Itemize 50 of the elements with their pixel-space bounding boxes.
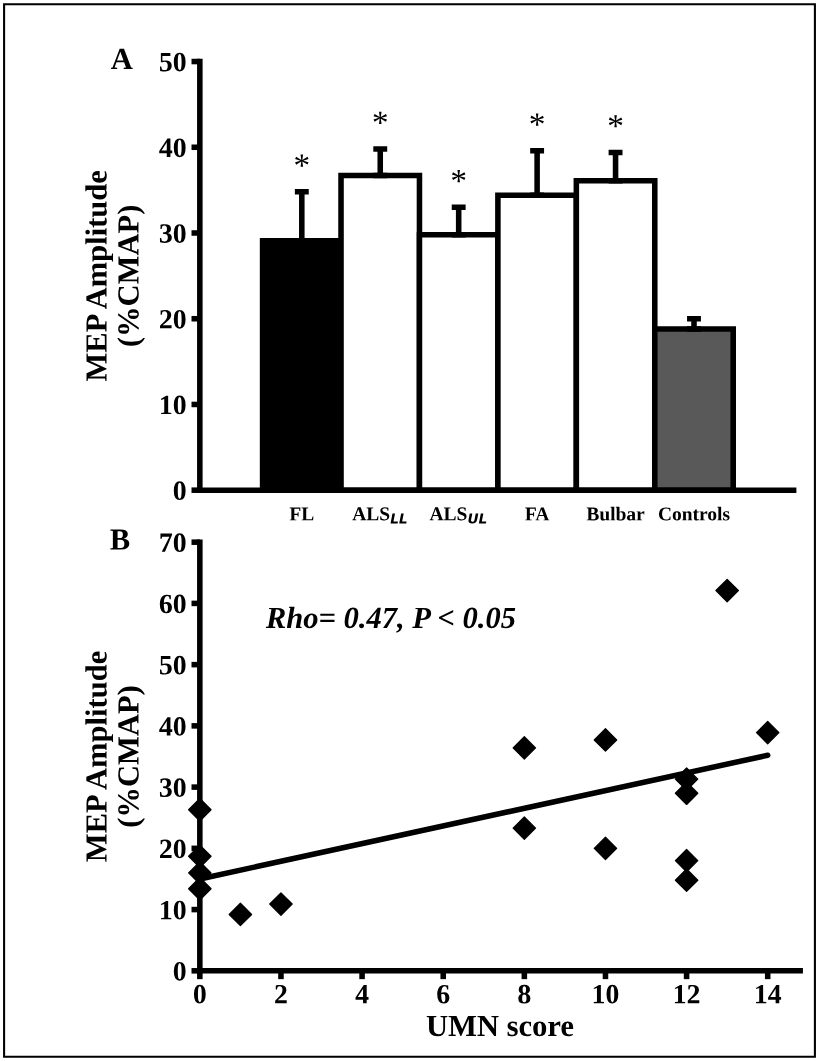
y-tick-label: 30 bbox=[159, 778, 186, 798]
y-axis-title: MEP Amplitude (%CMAP) bbox=[85, 651, 145, 862]
point bbox=[674, 848, 699, 873]
y-tick-label: 10 bbox=[161, 900, 186, 920]
y-tick-label: 0 bbox=[173, 961, 186, 981]
annotation: * bbox=[295, 154, 309, 167]
x-axis-title: UMN score bbox=[426, 1015, 574, 1037]
point bbox=[512, 736, 537, 760]
x-tick-label: 2 bbox=[275, 984, 287, 1004]
annotation: * bbox=[373, 111, 387, 124]
annotation: * bbox=[451, 170, 466, 183]
annotation: * bbox=[530, 113, 544, 126]
y-tick-label: 10 bbox=[161, 395, 186, 415]
point bbox=[715, 578, 739, 603]
y-tick-label: 50 bbox=[159, 52, 186, 72]
point bbox=[228, 902, 253, 927]
y-tick-label: 0 bbox=[173, 481, 186, 501]
point bbox=[674, 868, 699, 893]
x-tick-label: 8 bbox=[518, 984, 531, 1004]
x-tick-label: 6 bbox=[437, 984, 450, 1004]
x-tick-label: ALS$_{LL}$ bbox=[352, 507, 407, 524]
x-tick-label: 0 bbox=[193, 984, 206, 1004]
y-tick-label: 20 bbox=[160, 309, 186, 329]
y-axis-title: MEP Amplitude (%CMAP) bbox=[85, 170, 145, 382]
x-tick-label: 14 bbox=[756, 984, 782, 1004]
point bbox=[593, 728, 618, 752]
y-tick-label: 60 bbox=[159, 594, 186, 614]
x-tick-label: FA bbox=[525, 507, 550, 521]
x-tick-label: ALS$_{UL}$ bbox=[429, 507, 487, 524]
x-tick-label: 4 bbox=[355, 985, 369, 1004]
point bbox=[269, 892, 293, 916]
x-tick-label: 12 bbox=[674, 984, 700, 1004]
annotation: * bbox=[608, 115, 623, 128]
x-tick-label: Bulbar bbox=[586, 506, 645, 521]
annotation: Rho= 0.47, P < 0.05 bbox=[265, 606, 516, 633]
y-tick-label: 50 bbox=[159, 655, 186, 675]
y-tick-label: 40 bbox=[159, 138, 186, 158]
point bbox=[593, 836, 618, 861]
y-tick-label: 70 bbox=[160, 533, 186, 553]
y-tick-label: 30 bbox=[159, 224, 186, 243]
chart-title: A bbox=[111, 48, 133, 69]
point bbox=[755, 720, 780, 745]
y-tick-label: 40 bbox=[159, 717, 186, 736]
x-tick-label: Controls bbox=[658, 506, 730, 521]
x-tick-label: 10 bbox=[593, 984, 619, 1004]
point bbox=[512, 816, 537, 840]
chart-title: B bbox=[110, 529, 130, 550]
x-tick-label: FL bbox=[289, 507, 314, 521]
point bbox=[188, 797, 212, 822]
y-tick-label: 20 bbox=[160, 839, 186, 859]
